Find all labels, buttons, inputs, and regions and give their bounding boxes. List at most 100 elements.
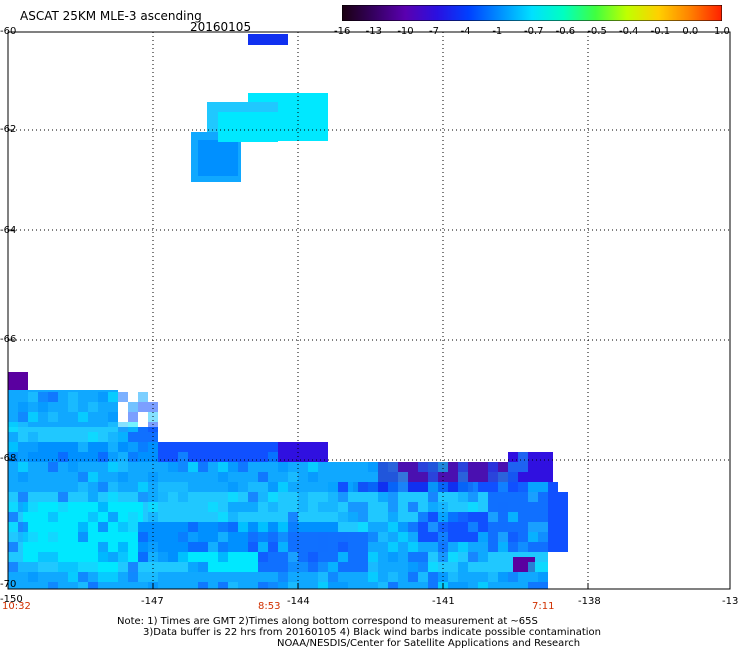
swath-cell — [108, 412, 118, 422]
swath-cell — [428, 522, 438, 532]
swath-cell — [208, 492, 218, 502]
swath-cell — [278, 482, 288, 492]
swath-cell — [518, 452, 528, 462]
swath-cell — [228, 522, 238, 532]
swath-cell — [248, 582, 258, 589]
swath-south — [8, 372, 568, 589]
swath-cell — [428, 572, 438, 582]
x-tick-label: -144 — [287, 596, 310, 607]
swath-cell — [148, 492, 158, 502]
swath-cell — [438, 552, 448, 562]
x-tick-label: -13 — [722, 596, 739, 607]
swath-cell — [248, 34, 288, 45]
swath-cell — [258, 552, 268, 562]
swath-cell — [468, 492, 478, 502]
swath-cell — [8, 372, 28, 392]
swath-cell — [308, 522, 318, 532]
swath-cell — [498, 522, 508, 532]
swath-cell — [268, 472, 278, 482]
swath-cell — [238, 482, 248, 492]
swath-cell — [18, 492, 28, 502]
swath-cell — [398, 532, 408, 542]
swath-cell — [108, 462, 118, 472]
swath-map — [8, 34, 568, 589]
swath-cell — [318, 502, 328, 512]
swath-cell — [218, 512, 228, 522]
swath-cell — [328, 582, 338, 589]
swath-cell — [268, 542, 278, 552]
swath-cell — [188, 562, 198, 572]
swath-cell — [438, 532, 448, 542]
swath-cell — [258, 472, 268, 482]
swath-cell — [48, 582, 58, 589]
swath-cell — [228, 492, 238, 502]
swath-cell — [38, 402, 48, 412]
swath-cell — [148, 582, 158, 589]
swath-cell — [488, 572, 498, 582]
swath-cell — [328, 482, 338, 492]
swath-cell — [348, 502, 358, 512]
swath-cell — [308, 552, 318, 562]
swath-cell — [108, 442, 118, 452]
y-tick-label: -62 — [0, 124, 17, 135]
swath-cell — [8, 522, 18, 532]
swath-cell — [388, 572, 398, 582]
swath-cell — [378, 462, 388, 472]
swath-cell — [408, 572, 418, 582]
swath-cell — [78, 472, 88, 482]
swath-cell — [218, 582, 228, 589]
note-line-1: Note: 1) Times are GMT 2)Times along bot… — [117, 616, 538, 627]
y-tick-label: -60 — [0, 26, 17, 37]
swath-cell — [368, 482, 378, 492]
swath-cell — [348, 512, 358, 522]
swath-cell — [438, 482, 448, 492]
swath-cell — [358, 502, 368, 512]
swath-cell — [398, 522, 408, 532]
swath-cell — [118, 392, 128, 402]
swath-cell — [518, 462, 528, 472]
swath-cell — [448, 512, 458, 522]
swath-cell — [338, 532, 348, 542]
swath-cell — [268, 482, 278, 492]
swath-cell — [328, 502, 338, 512]
swath-cell — [78, 482, 88, 492]
swath-cell — [348, 572, 358, 582]
swath-cell — [468, 482, 478, 492]
swath-cell — [148, 542, 158, 552]
swath-cell — [428, 472, 438, 482]
swath-cell — [68, 412, 78, 422]
swath-cell — [108, 482, 118, 492]
swath-cell — [18, 422, 28, 432]
swath-cell — [288, 552, 298, 562]
swath-cell — [338, 512, 348, 522]
swath-cell — [528, 482, 538, 492]
swath-cell — [248, 502, 258, 512]
swath-cell — [458, 582, 468, 589]
swath-cell — [378, 522, 388, 532]
swath-cell — [538, 532, 548, 542]
swath-cell — [118, 552, 128, 562]
swath-cell — [118, 522, 128, 532]
swath-cell — [458, 472, 468, 482]
swath-cell — [138, 442, 148, 452]
swath-cell — [508, 532, 518, 542]
swath-cell — [288, 512, 298, 522]
swath-cell — [458, 542, 468, 552]
swath-cell — [48, 392, 58, 402]
y-tick-label: -68 — [0, 453, 17, 464]
swath-cell — [148, 502, 158, 512]
swath-cell — [308, 472, 318, 482]
swath-cell — [208, 472, 218, 482]
swath-cell — [408, 522, 418, 532]
swath-cell — [28, 572, 38, 582]
swath-cell — [188, 462, 198, 472]
swath-cell — [68, 402, 78, 412]
swath-cell — [418, 572, 428, 582]
swath-cell — [268, 452, 278, 462]
swath-cell — [98, 442, 108, 452]
swath-cell — [238, 462, 248, 472]
swath-cell — [128, 402, 138, 412]
swath-cell — [178, 462, 188, 472]
swath-cell — [388, 472, 398, 482]
swath-cell — [488, 462, 498, 472]
